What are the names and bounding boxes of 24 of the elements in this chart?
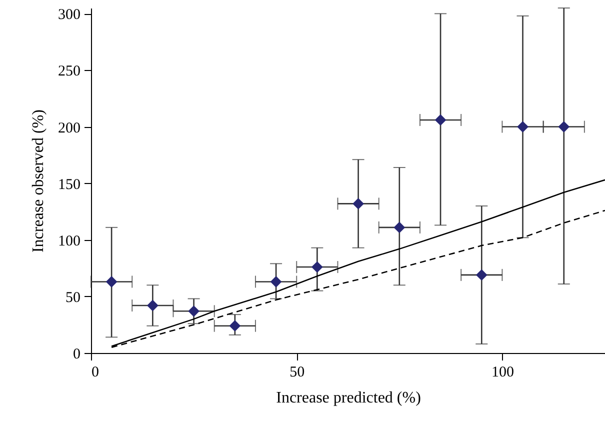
point [394,222,406,234]
y-tick-label: 250 [58,64,80,80]
point [352,198,364,210]
point [434,114,446,126]
y-tick-label: 50 [66,290,80,306]
y-tick-label: 0 [73,346,80,362]
point [476,269,488,281]
point [270,276,282,288]
point [311,261,323,273]
x-tick-label: 0 [92,364,99,380]
x-tick-label: 100 [491,364,514,380]
point [106,276,118,288]
y-tick-label: 200 [58,120,80,136]
y-tick-label: 300 [58,7,80,24]
point [558,121,570,132]
y-tick-label: 150 [58,176,80,193]
x-tick-label: 50 [290,364,305,380]
y-axis-title: Increase observed (%) [30,109,47,253]
point [188,305,200,317]
y-tick-label: 100 [58,233,80,250]
x-axis-title: Increase predicted (%) [276,390,421,406]
point [146,300,158,312]
point [229,320,241,332]
point [517,121,528,132]
